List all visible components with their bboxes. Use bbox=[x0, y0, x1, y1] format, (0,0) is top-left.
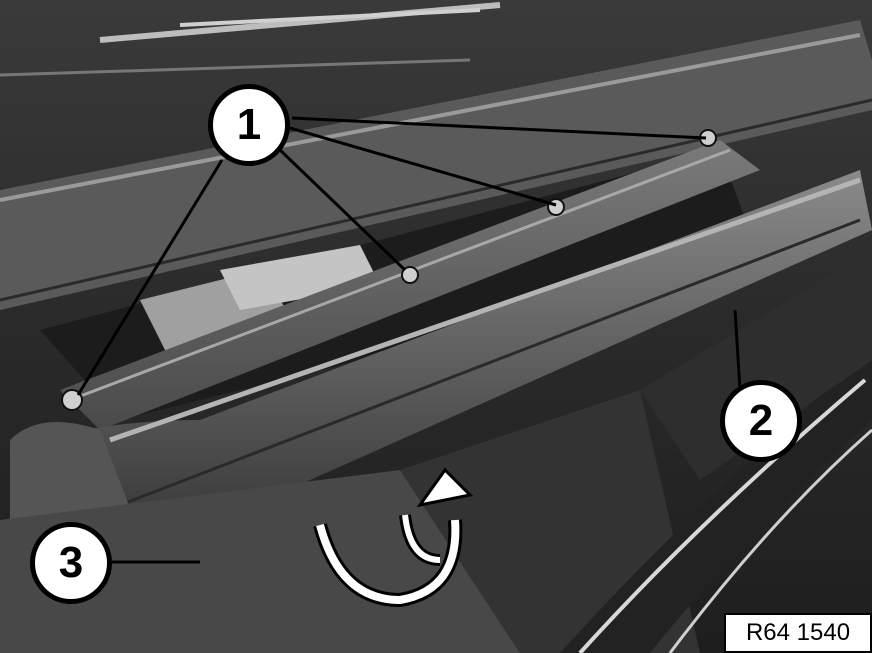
callout-1: 1 bbox=[208, 84, 290, 166]
callout-3: 3 bbox=[30, 522, 112, 604]
leader-lines bbox=[76, 116, 742, 564]
reference-code: R64 1540 bbox=[724, 613, 872, 653]
callout-2: 2 bbox=[720, 380, 802, 462]
